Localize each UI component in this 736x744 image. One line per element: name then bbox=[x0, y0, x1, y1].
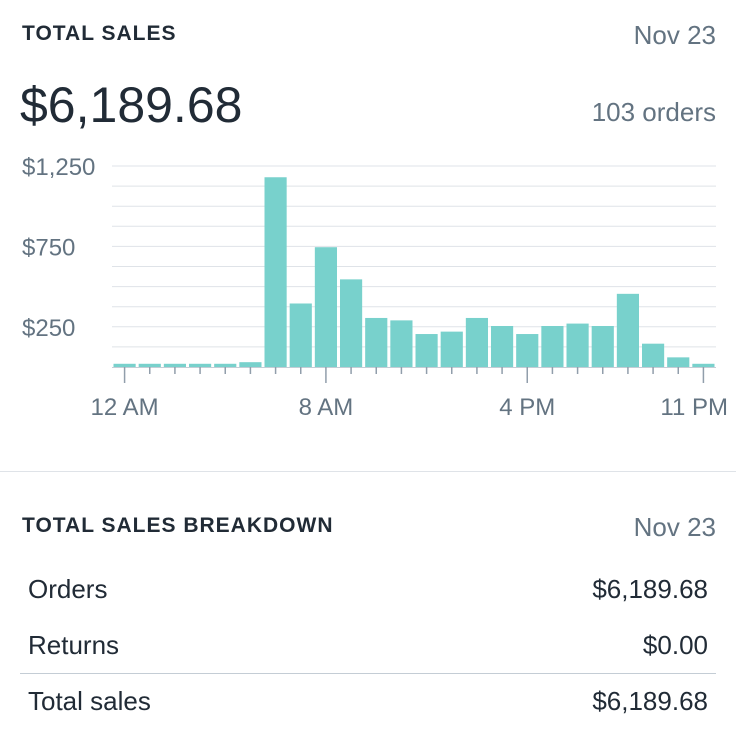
chart-bar bbox=[616, 293, 639, 367]
total-sales-value: $6,189.68 bbox=[20, 77, 243, 133]
chart-bar bbox=[390, 320, 413, 367]
chart-bar bbox=[667, 357, 690, 367]
sales-bar-chart: $250 $750 $1,250 12 AM 8 AM 4 PM 11 PM bbox=[22, 154, 728, 421]
breakdown-date: Nov 23 bbox=[633, 512, 716, 542]
chart-bar bbox=[516, 334, 539, 367]
x-tick-label: 11 PM bbox=[660, 394, 728, 421]
chart-bar bbox=[239, 362, 262, 367]
chart-bar bbox=[541, 325, 564, 367]
chart-bar bbox=[642, 343, 665, 367]
chart-bar bbox=[289, 303, 312, 367]
chart-bar bbox=[314, 247, 337, 367]
breakdown-row-orders: Orders $6,189.68 bbox=[20, 561, 716, 617]
chart-bar bbox=[491, 325, 514, 367]
chart-bar bbox=[591, 325, 614, 367]
breakdown-table: Orders $6,189.68 Returns $0.00 Total sal… bbox=[20, 561, 716, 729]
orders-count: 103 orders bbox=[591, 97, 716, 127]
date-label: Nov 23 bbox=[633, 20, 716, 50]
chart-bar bbox=[214, 363, 237, 367]
breakdown-title: TOTAL SALES BREAKDOWN bbox=[22, 514, 334, 537]
chart-bar bbox=[113, 363, 136, 367]
x-tick-label: 12 AM bbox=[91, 394, 159, 421]
row-value: $0.00 bbox=[642, 629, 708, 660]
breakdown-row-returns: Returns $0.00 bbox=[20, 617, 716, 673]
row-label: Orders bbox=[28, 573, 108, 604]
total-sales-title: TOTAL SALES bbox=[22, 22, 177, 45]
chart-bar bbox=[189, 363, 212, 367]
row-label: Total sales bbox=[28, 686, 151, 716]
chart-bar bbox=[138, 363, 161, 367]
chart-bar bbox=[566, 323, 589, 367]
y-tick-label: $1,250 bbox=[22, 154, 95, 181]
chart-bar bbox=[340, 279, 363, 367]
y-tick-label: $250 bbox=[22, 315, 75, 342]
row-label: Returns bbox=[28, 629, 120, 660]
y-tick-label: $750 bbox=[22, 234, 75, 261]
chart-bar bbox=[415, 334, 438, 367]
x-tick-label: 4 PM bbox=[499, 394, 555, 421]
breakdown-row-total: Total sales $6,189.68 bbox=[20, 673, 716, 729]
chart-bar bbox=[264, 177, 287, 367]
chart-bar bbox=[365, 317, 388, 367]
section-divider bbox=[0, 471, 736, 472]
chart-bar bbox=[692, 363, 715, 367]
row-value: $6,189.68 bbox=[592, 573, 708, 604]
row-value: $6,189.68 bbox=[592, 686, 708, 716]
chart-bar bbox=[440, 331, 463, 367]
chart-bar bbox=[163, 363, 186, 367]
chart-bar bbox=[465, 317, 488, 367]
x-tick-label: 8 AM bbox=[299, 394, 354, 421]
